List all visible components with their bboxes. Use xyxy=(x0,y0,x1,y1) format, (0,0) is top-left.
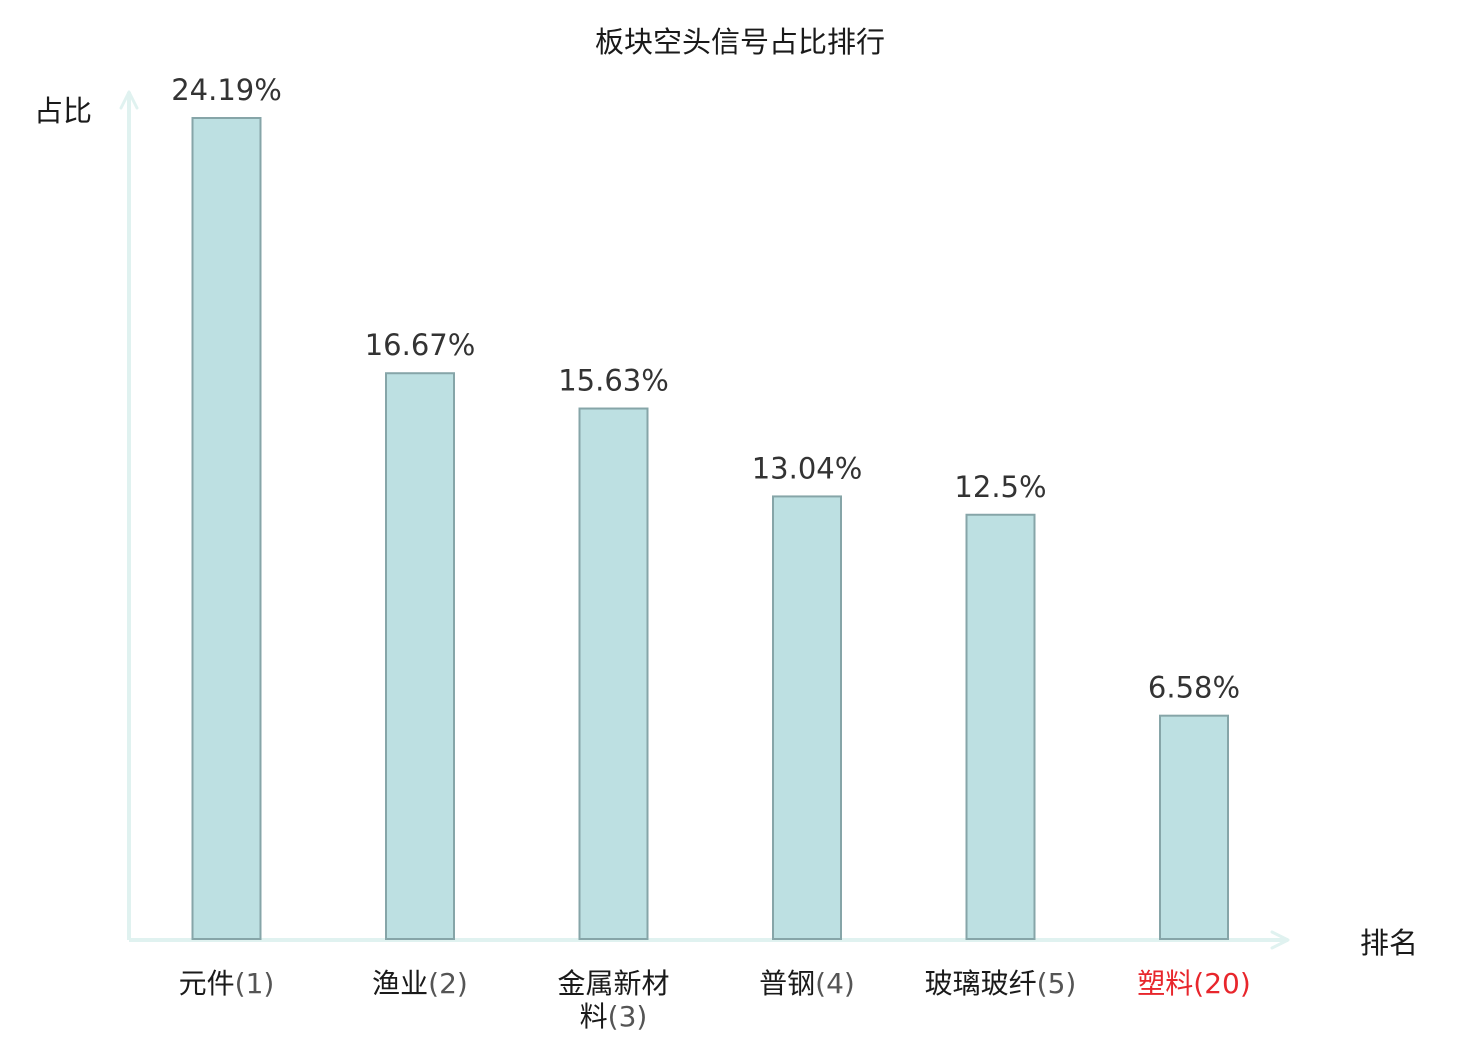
value-label-2: 16.67% xyxy=(365,328,476,362)
y-axis-label: 占比 xyxy=(34,94,92,128)
category-label-4: 普钢(4) xyxy=(759,967,855,1000)
category-rank: (2) xyxy=(428,967,468,1000)
value-label-1: 24.19% xyxy=(171,73,282,107)
value-label-6: 6.58% xyxy=(1148,671,1240,705)
category-label-3: 金属新材料(3) xyxy=(557,967,669,1033)
bar-3 xyxy=(578,407,649,940)
category-rank: (20) xyxy=(1193,967,1250,1000)
chart-title: 板块空头信号占比排行 xyxy=(595,25,885,59)
bar-6 xyxy=(1159,714,1229,940)
category-name: 元件 xyxy=(179,967,235,1000)
category-rank: (1) xyxy=(235,967,275,1000)
category-name: 渔业 xyxy=(372,967,428,1000)
value-label-4: 13.04% xyxy=(752,451,863,485)
value-labels-group: 24.19% 16.67% 15.63% 13.04% 12.5% 6.58% xyxy=(171,73,1240,705)
x-axis-label: 排名 xyxy=(1360,926,1418,960)
category-rank: (4) xyxy=(815,967,855,1000)
category-label-5: 玻璃玻纤(5) xyxy=(925,967,1077,1000)
bar-5 xyxy=(965,513,1036,940)
bar-4 xyxy=(772,495,842,940)
bar-2 xyxy=(385,372,455,940)
category-label-1: 元件(1) xyxy=(179,967,275,1000)
category-name-line-2: 料 xyxy=(580,1000,608,1033)
category-label-2: 渔业(2) xyxy=(372,967,468,1000)
category-rank: (3) xyxy=(608,1000,648,1033)
category-labels-group: 元件(1) 渔业(2) 金属新材料(3) 普钢(4) 玻璃玻纤(5) 塑料(20) xyxy=(179,967,1251,1033)
bars-group xyxy=(191,117,1229,940)
category-name: 塑料 xyxy=(1137,967,1193,1000)
category-name: 普钢 xyxy=(759,967,815,1000)
value-label-5: 12.5% xyxy=(954,470,1046,504)
category-name: 玻璃玻纤 xyxy=(925,967,1037,1000)
category-label-6: 塑料(20) xyxy=(1137,967,1251,1000)
value-label-3: 15.63% xyxy=(558,364,669,398)
bar-1 xyxy=(191,117,262,940)
category-name-line-1: 金属新材 xyxy=(557,967,669,1000)
category-rank: (5) xyxy=(1037,967,1077,1000)
